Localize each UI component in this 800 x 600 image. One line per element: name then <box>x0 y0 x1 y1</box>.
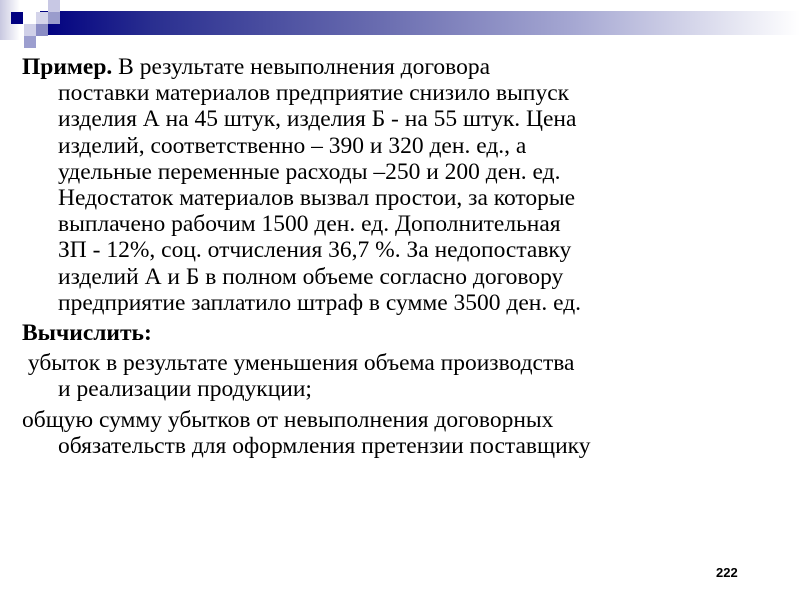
decor-square <box>24 36 36 48</box>
text-line: общую сумму убытков от невыполнения дого… <box>22 406 554 433</box>
decor-square <box>11 12 23 24</box>
text-line: выплачено рабочим 1500 ден. ед. Дополнит… <box>58 211 561 238</box>
task-heading: Вычислить: <box>22 320 152 347</box>
text-line: Недостаток материалов вызвал простои, за… <box>58 185 576 212</box>
text-line: изделий А и Б в полном объеме согласно д… <box>58 263 564 290</box>
gradient-bar <box>40 11 800 35</box>
decor-square <box>0 0 20 40</box>
text-line: обязательств для оформления претензии по… <box>58 432 591 459</box>
text-line: изделий, соответственно – 390 и 320 ден.… <box>58 132 527 159</box>
decor-square <box>36 12 48 24</box>
text-line: убыток в результате уменьшения объема пр… <box>22 350 575 377</box>
decor-square <box>24 24 36 36</box>
decor-square <box>36 24 48 36</box>
page-number: 222 <box>716 565 738 580</box>
text-line: поставки материалов предприятие снизило … <box>58 80 570 107</box>
example-label: Пример. <box>22 54 113 80</box>
task-item-2: общую сумму убытков от невыполнения дого… <box>22 407 792 459</box>
text-line: предприятие заплатило штраф в сумме 3500… <box>58 289 582 316</box>
text-line: изделия А на 45 штук, изделия Б - на 55 … <box>58 106 577 133</box>
text-line: и реализации продукции; <box>58 376 312 403</box>
slide-body: Пример. В результате невыполнения догово… <box>22 54 792 463</box>
text-line: удельные переменные расходы –250 и 200 д… <box>58 158 561 185</box>
decor-square <box>48 0 60 12</box>
problem-paragraph: Пример. В результате невыполнения догово… <box>22 54 792 316</box>
decor-square <box>48 12 60 24</box>
task-item-1: убыток в результате уменьшения объема пр… <box>22 350 792 402</box>
text-line: ЗП - 12%, соц. отчисления 36,7 %. За нед… <box>58 237 572 264</box>
